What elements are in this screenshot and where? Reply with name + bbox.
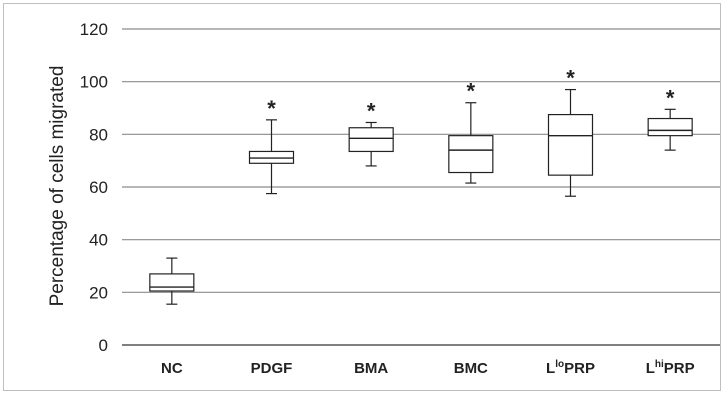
y-tick-label-20: 20 — [89, 283, 108, 302]
significance-star: * — [566, 66, 575, 91]
x-tick-label-4: LloPRP — [546, 359, 595, 377]
box-series: * * * * * — [149, 66, 693, 305]
box-4: * — [547, 66, 594, 197]
box-5: * — [647, 85, 693, 151]
box-iqr — [348, 127, 394, 153]
box-iqr — [547, 113, 594, 176]
x-tick-label-1: PDGF — [251, 360, 293, 377]
y-tick-label-40: 40 — [89, 231, 108, 250]
gridlines — [122, 28, 720, 346]
x-tick-label-0: NC — [161, 360, 183, 377]
box-iqr — [647, 117, 693, 137]
box-2: * — [348, 98, 394, 167]
box-iqr — [149, 273, 195, 292]
y-tick-label-120: 120 — [80, 20, 108, 39]
significance-star: * — [666, 85, 675, 110]
y-tick-label-60: 60 — [89, 178, 108, 197]
x-axis: NC PDGF BMA BMC LloPRP LhiPRP — [161, 359, 695, 377]
chart-frame — [3, 3, 721, 391]
x-tick-label-2: BMA — [354, 360, 388, 377]
box-1: * — [248, 96, 295, 195]
y-axis-label: Percentage of cells migrated — [47, 66, 68, 307]
y-axis: 0 20 40 60 80 100 120 — [80, 20, 108, 355]
x-tick-label-5: LhiPRP — [646, 359, 695, 377]
y-tick-label-80: 80 — [89, 125, 108, 144]
x-tick-label-3: BMC — [454, 360, 488, 377]
y-tick-label-100: 100 — [80, 73, 108, 92]
box-0 — [149, 257, 195, 305]
y-tick-label-0: 0 — [99, 336, 108, 355]
significance-star: * — [467, 79, 476, 104]
significance-star: * — [367, 98, 376, 123]
box-iqr — [448, 135, 494, 174]
box-3: * — [448, 79, 494, 184]
significance-star: * — [267, 96, 276, 121]
